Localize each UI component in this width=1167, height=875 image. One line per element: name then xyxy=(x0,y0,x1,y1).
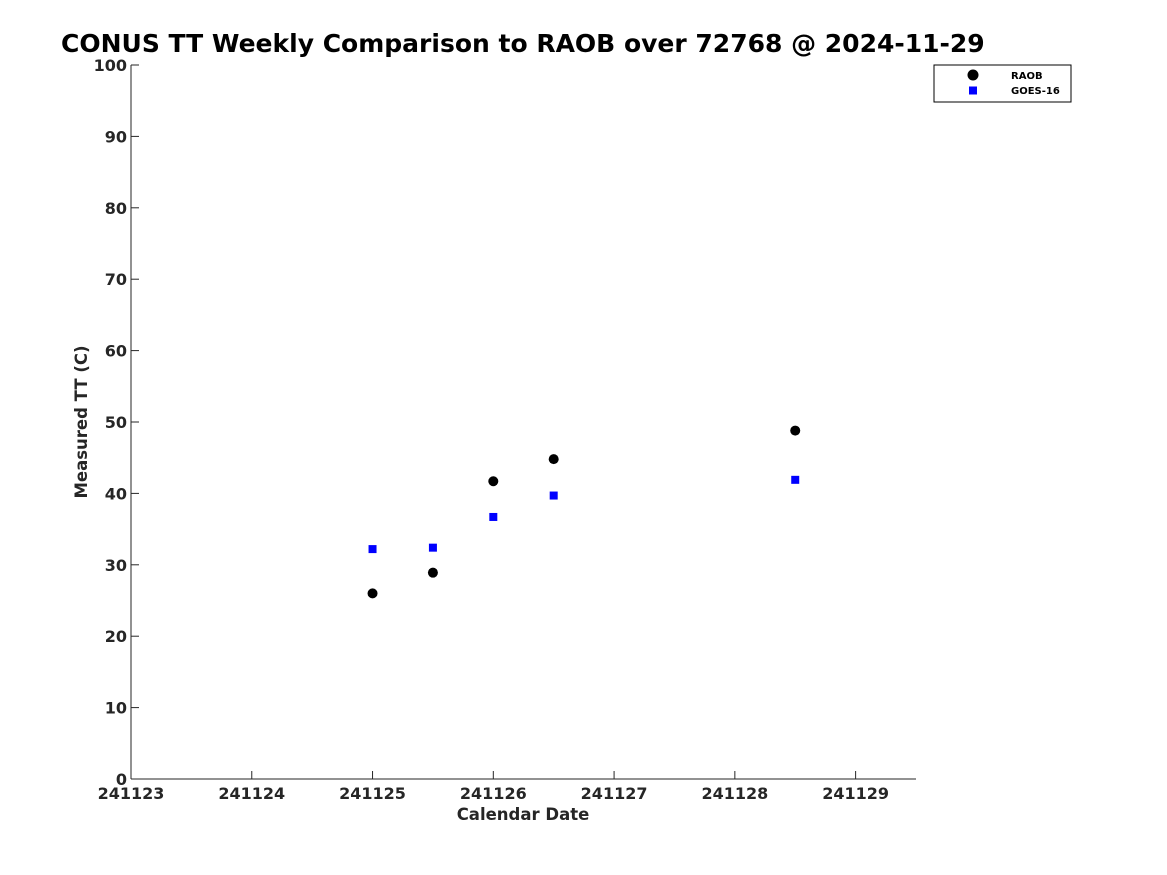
y-tick-label: 50 xyxy=(105,413,127,432)
x-tick-label: 241127 xyxy=(581,784,648,803)
y-tick-label: 60 xyxy=(105,342,127,361)
y-tick-label: 10 xyxy=(105,699,127,718)
x-tick-label: 241125 xyxy=(339,784,406,803)
axes xyxy=(130,65,916,780)
y-tick-label: 20 xyxy=(105,627,127,646)
y-tick-label: 90 xyxy=(105,127,127,146)
goes-16-point xyxy=(368,545,377,554)
y-tick-label: 40 xyxy=(105,484,127,503)
series-layer xyxy=(367,425,801,599)
legend-marker-goes16 xyxy=(969,86,977,95)
x-tick-label: 241126 xyxy=(460,784,527,803)
y-tick-label: 80 xyxy=(105,199,127,218)
y-tick-label: 100 xyxy=(94,56,127,75)
raob-point xyxy=(367,588,378,599)
goes-16-point xyxy=(791,475,800,484)
legend-label-goes16: GOES-16 xyxy=(1011,86,1060,97)
raob-point xyxy=(790,425,801,436)
series-goes-16 xyxy=(368,475,800,554)
x-tick-label: 241123 xyxy=(98,784,165,803)
y-ticks: 0 10 20 30 40 50 60 70 80 90 100 xyxy=(94,56,139,789)
goes-16-point xyxy=(489,512,498,521)
legend-label-raob: RAOB xyxy=(1011,71,1043,82)
x-axis-label: Calendar Date xyxy=(457,805,590,824)
y-axis-label: Measured TT (C) xyxy=(72,345,91,498)
legend-marker-raob xyxy=(967,69,979,81)
raob-point xyxy=(548,454,559,465)
y-tick-label: 0 xyxy=(116,770,127,789)
x-tick-label: 241128 xyxy=(701,784,768,803)
raob-point xyxy=(488,476,499,487)
chart-title: CONUS TT Weekly Comparison to RAOB over … xyxy=(61,29,985,58)
series-raob xyxy=(367,425,801,599)
legend: RAOB GOES-16 xyxy=(933,64,1072,103)
y-tick-label: 30 xyxy=(105,556,127,575)
y-tick-label: 70 xyxy=(105,270,127,289)
x-ticks: 241123 241124 241125 241126 241127 241128 2411… xyxy=(98,771,889,803)
raob-point xyxy=(427,567,438,578)
legend-box xyxy=(933,64,1072,103)
x-tick-label: 241124 xyxy=(218,784,285,803)
goes-16-point xyxy=(549,491,558,500)
goes-16-point xyxy=(428,543,437,552)
x-tick-label: 241129 xyxy=(822,784,889,803)
